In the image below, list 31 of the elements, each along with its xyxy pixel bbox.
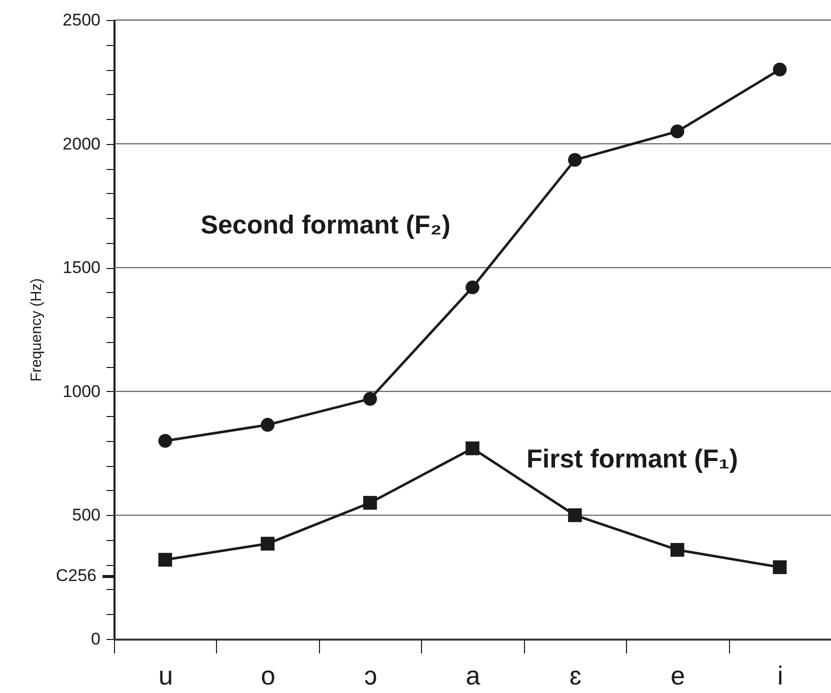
y-tick-label: 2500 [62, 10, 100, 30]
point [260, 536, 275, 551]
point [772, 560, 787, 574]
x-tick-label: a [466, 660, 481, 690]
point [363, 392, 377, 406]
x-tick-label: ɛ [569, 660, 582, 690]
point [158, 434, 172, 448]
y-axis-title: Frequency (Hz) [28, 278, 45, 382]
point [260, 418, 275, 432]
point [568, 508, 582, 522]
y-tick-label: C256 [56, 566, 96, 586]
y-tick-label: 2000 [62, 134, 100, 154]
y-tick-label: 1500 [62, 258, 100, 278]
y-tick-label: 0 [91, 630, 100, 648]
y-tick-label: 1000 [62, 382, 100, 401]
y-tick-label: 500 [72, 506, 100, 525]
x-tick-label: i [777, 660, 784, 690]
point [772, 62, 787, 76]
point [466, 441, 480, 456]
x-tick-label: ɔ [364, 660, 378, 690]
x-tick-label: u [158, 660, 173, 690]
series-label: First formant (F₁) [526, 443, 738, 474]
point [670, 124, 684, 138]
x-tick-label: o [260, 660, 276, 690]
point [363, 496, 377, 510]
point [670, 542, 684, 557]
series-label: Second formant (F₂) [200, 209, 450, 240]
point [568, 153, 582, 167]
point [466, 280, 480, 294]
point [158, 552, 172, 567]
x-tick-label: e [670, 660, 686, 690]
